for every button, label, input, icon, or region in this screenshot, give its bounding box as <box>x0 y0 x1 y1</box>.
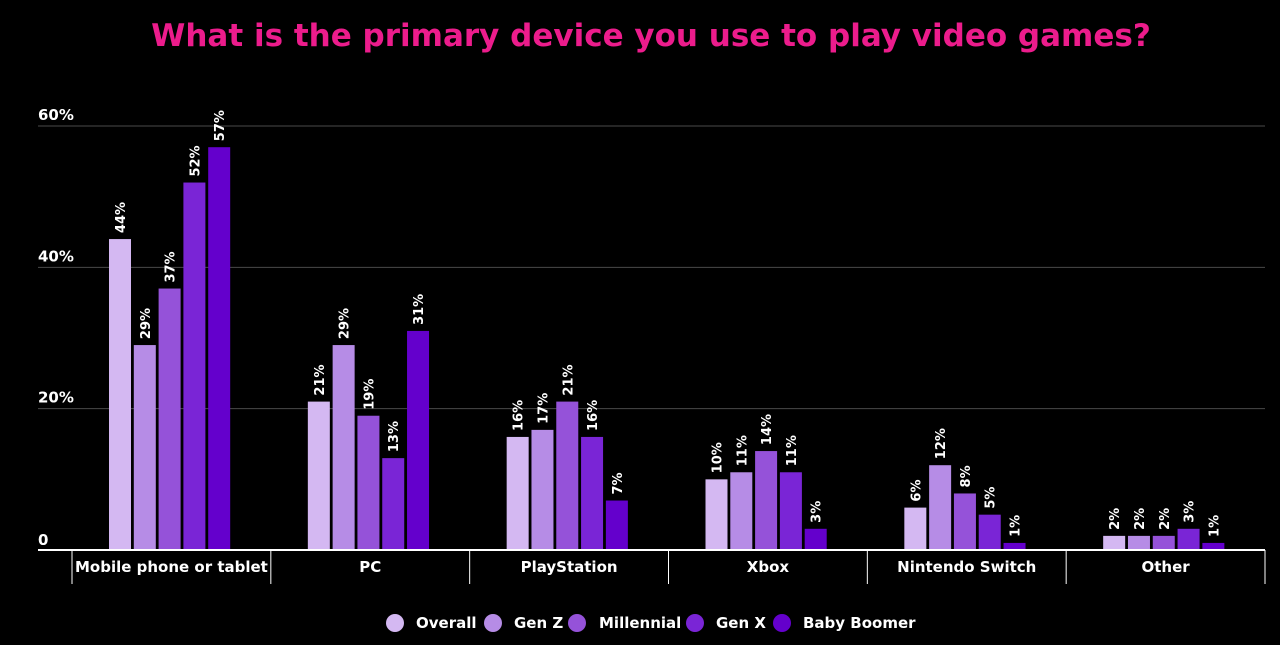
legend-label: Gen Z <box>514 614 563 632</box>
legend-swatch <box>484 614 502 632</box>
bar <box>133 345 156 550</box>
bar <box>109 239 131 551</box>
legend-label: Gen X <box>716 614 766 632</box>
data-label: 2% <box>1133 508 1148 530</box>
bar <box>581 436 604 550</box>
bar <box>208 147 231 550</box>
bar <box>382 458 405 550</box>
data-label: 11% <box>785 435 800 466</box>
category-label: Xbox <box>747 558 790 576</box>
data-label: 14% <box>760 414 775 445</box>
category-label: Nintendo Switch <box>897 558 1036 576</box>
data-label: 8% <box>959 465 974 487</box>
category-label: Other <box>1141 558 1190 576</box>
bar <box>929 465 952 550</box>
y-tick-label: 40% <box>38 247 74 265</box>
bar <box>307 401 330 550</box>
bar <box>506 436 529 550</box>
data-label: 11% <box>735 435 750 466</box>
data-label: 12% <box>934 428 949 459</box>
data-label: 52% <box>188 145 203 176</box>
data-label: 17% <box>536 393 551 424</box>
bar <box>904 507 927 550</box>
chart-title: What is the primary device you use to pl… <box>151 18 1151 54</box>
y-tick-label: 60% <box>38 106 74 124</box>
data-label: 57% <box>213 110 228 141</box>
data-label: 1% <box>1009 515 1024 537</box>
data-label: 44% <box>114 202 129 233</box>
bar <box>183 182 206 551</box>
data-label: 13% <box>387 421 402 452</box>
data-label: 16% <box>586 400 601 431</box>
legend: Overall Gen Z Millennial Gen X Baby Boomer <box>386 614 916 632</box>
bar <box>158 288 181 550</box>
data-label: 2% <box>1108 508 1123 530</box>
bar <box>1202 542 1225 550</box>
y-axis-ticks: 0 20% 40% 60% <box>38 106 74 549</box>
bar <box>556 401 579 550</box>
bar <box>1003 542 1026 550</box>
bar <box>357 415 380 550</box>
bar <box>1152 535 1175 550</box>
bar <box>705 479 728 550</box>
x-axis: Mobile phone or tablet PC PlayStation Xbox N… <box>38 549 1266 584</box>
data-labels: 44% 29% 37% 52% 57% 21% 29% 19% 13% 31% 16% 17% 21% 1… <box>114 110 1222 537</box>
bar <box>779 472 802 550</box>
data-label: 21% <box>561 364 576 395</box>
data-label: 3% <box>1183 501 1198 523</box>
gridlines <box>38 125 1265 410</box>
data-label: 19% <box>362 379 377 410</box>
data-label: 31% <box>412 294 427 325</box>
bar <box>755 451 778 550</box>
category-label: PC <box>359 558 381 576</box>
bar <box>1103 535 1126 550</box>
legend-swatch <box>386 614 404 632</box>
bar <box>407 330 430 550</box>
data-label: 2% <box>1158 508 1173 530</box>
bar <box>953 493 976 550</box>
bar <box>1177 528 1200 550</box>
category-label: PlayStation <box>521 558 618 576</box>
category-label: Mobile phone or tablet <box>75 558 268 576</box>
bar <box>1127 535 1150 550</box>
bar <box>531 429 554 550</box>
data-label: 1% <box>1207 515 1222 537</box>
data-label: 3% <box>810 501 825 523</box>
data-label: 6% <box>909 480 924 502</box>
bars <box>109 147 1225 551</box>
legend-swatch <box>568 614 586 632</box>
y-tick-label: 0 <box>38 531 48 549</box>
data-label: 29% <box>338 308 353 339</box>
bar <box>978 514 1001 550</box>
bar <box>730 472 753 550</box>
data-label: 16% <box>512 400 527 431</box>
data-label: 21% <box>313 364 328 395</box>
legend-label: Millennial <box>599 614 681 632</box>
data-label: 37% <box>164 251 179 282</box>
legend-swatch <box>686 614 704 632</box>
bar <box>804 528 827 550</box>
legend-label: Overall <box>416 614 477 632</box>
y-tick-label: 20% <box>38 389 74 407</box>
bar <box>605 500 628 550</box>
data-label: 10% <box>711 442 726 473</box>
data-label: 7% <box>611 472 626 494</box>
bar <box>332 345 355 550</box>
data-label: 5% <box>984 487 999 509</box>
data-label: 29% <box>139 308 154 339</box>
legend-swatch <box>773 614 791 632</box>
legend-label: Baby Boomer <box>803 614 916 632</box>
